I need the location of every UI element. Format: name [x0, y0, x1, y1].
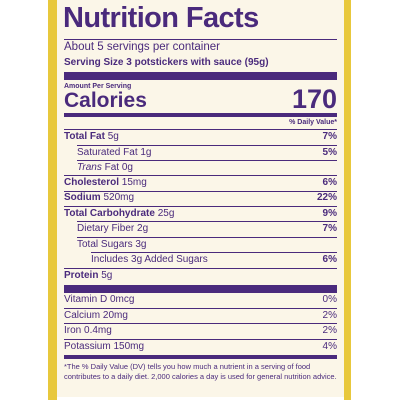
package-edge: [344, 0, 351, 400]
nutrient-name: Includes 3g Added Sugars: [91, 254, 208, 265]
thick-rule: [64, 285, 337, 293]
nutrient-row: Protein 5g: [64, 269, 337, 283]
vitamin-dv: 4%: [322, 341, 337, 352]
calories-value: 170: [291, 84, 337, 114]
nutrient-name: Dietary Fiber: [77, 223, 135, 234]
footnote: *The % Daily Value (DV) tells you how mu…: [64, 362, 337, 381]
nutrient-name: Total Carbohydrate: [64, 208, 155, 219]
nutrient-name: Sodium: [64, 192, 101, 203]
nutrient-dv: 9%: [322, 208, 337, 219]
vitamin-amount: 150mg: [113, 341, 145, 352]
nutrient-row: Total Carbohydrate 25g 9%: [64, 207, 337, 221]
nutrient-dv: 7%: [322, 131, 337, 142]
package-edge: [48, 0, 57, 400]
rule: [64, 268, 337, 269]
rule: [77, 160, 337, 161]
nutrient-dv: 6%: [322, 254, 337, 265]
nutrient-row: Total Sugars 3g: [64, 238, 337, 252]
nutrient-row: Trans Fat 0g: [64, 161, 337, 175]
rule: [64, 323, 337, 324]
nutrient-amount: 1g: [140, 147, 152, 158]
nutrient-dv: 7%: [322, 223, 337, 234]
nutrient-amount: 15mg: [121, 177, 147, 188]
dv-header: % Daily Value*: [289, 119, 337, 126]
rule: [64, 206, 337, 207]
vitamin-name: Calcium: [64, 310, 101, 321]
nutrient-amount: 5g: [107, 131, 119, 142]
vitamin-row: Iron 0.4mg 2%: [64, 324, 337, 338]
nutrient-name: Protein: [64, 270, 99, 281]
nutrient-name: Cholesterol: [64, 177, 120, 188]
vitamin-amount: 0mcg: [109, 294, 135, 305]
nutrient-dv: 22%: [316, 192, 337, 203]
rule: [64, 175, 337, 176]
nutrient-row: Includes 3g Added Sugars 6%: [64, 253, 337, 267]
vitamin-row: Calcium 20mg 2%: [64, 309, 337, 323]
vitamin-amount: 20mg: [102, 310, 128, 321]
rule: [64, 191, 337, 192]
nutrient-amount: 25g: [157, 208, 175, 219]
rule: [64, 308, 337, 309]
nutrient-amount: 2g: [137, 223, 149, 234]
nutrient-name: Saturated Fat: [77, 147, 138, 158]
rule: [91, 252, 337, 253]
vitamin-dv: 2%: [322, 310, 337, 321]
vitamin-name: Iron: [64, 325, 82, 336]
nutrient-row: Saturated Fat 1g 5%: [64, 146, 337, 160]
rule: [64, 129, 337, 130]
vitamin-amount: 0.4mg: [84, 325, 112, 336]
thick-rule: [64, 355, 337, 359]
title: Nutrition Facts: [63, 2, 259, 34]
serving-size-value: 3 potstickers with sauce (95g): [126, 57, 269, 68]
serving-size-label: Serving Size: [64, 57, 124, 68]
rule: [64, 339, 337, 340]
vitamin-dv: 0%: [322, 294, 337, 305]
nutrition-label: Nutrition Facts About 5 servings per con…: [57, 0, 344, 397]
nutrient-row: Cholesterol 15mg 6%: [64, 176, 337, 190]
nutrient-amount: 5g: [101, 270, 113, 281]
vitamin-row: Potassium 150mg 4%: [64, 340, 337, 354]
rule: [64, 39, 337, 40]
nutrient-dv: 6%: [322, 177, 337, 188]
amount-per-serving: Amount Per Serving: [64, 83, 132, 90]
nutrient-dv: 5%: [322, 147, 337, 158]
servings: About 5 servings per container: [64, 41, 220, 53]
vitamin-name: Potassium: [64, 341, 111, 352]
nutrient-row: Dietary Fiber 2g 7%: [64, 222, 337, 236]
nutrient-amount: 3g: [135, 239, 147, 250]
vitamin-row: Vitamin D 0mcg 0%: [64, 293, 337, 307]
nutrient-row: Sodium 520mg 22%: [64, 191, 337, 205]
nutrient-name: Total Fat: [64, 131, 105, 142]
nutrient-name: Total Sugars: [77, 239, 133, 250]
nutrient-row: Total Fat 5g 7%: [64, 130, 337, 144]
rule: [77, 221, 337, 222]
rule: [77, 237, 337, 238]
nutrient-amount: 520mg: [103, 192, 135, 203]
thick-rule: [64, 72, 337, 80]
nutrient-amount: Fat 0g: [104, 162, 133, 173]
rule: [77, 145, 337, 146]
nutrient-name: Trans: [77, 162, 102, 173]
calories-label: Calories: [64, 89, 147, 112]
vitamin-name: Vitamin D: [64, 294, 108, 305]
serving-size: Serving Size 3 potstickers with sauce (9…: [64, 57, 269, 68]
thick-rule: [64, 113, 337, 117]
vitamin-dv: 2%: [322, 325, 337, 336]
